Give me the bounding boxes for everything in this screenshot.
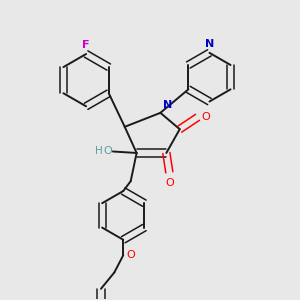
Text: N: N xyxy=(205,39,214,49)
Text: O: O xyxy=(127,250,136,260)
Text: H: H xyxy=(95,146,102,157)
Text: O: O xyxy=(201,112,210,122)
Text: O: O xyxy=(103,146,112,156)
Text: F: F xyxy=(82,40,90,50)
Text: N: N xyxy=(163,100,172,110)
Text: O: O xyxy=(165,178,174,188)
